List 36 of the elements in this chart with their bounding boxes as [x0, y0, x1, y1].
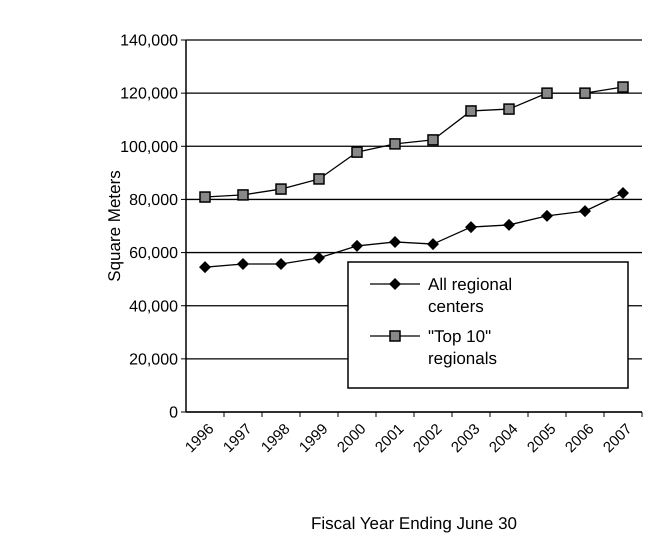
point: [199, 191, 211, 203]
y-tick-label: 40,000: [129, 298, 178, 316]
point: [617, 81, 629, 93]
point: [313, 252, 325, 264]
legend-label: "Top 10" regionals: [428, 326, 497, 368]
point: [389, 236, 401, 248]
y-tick-label: 60,000: [129, 245, 178, 262]
point: [579, 87, 591, 99]
y-tick-label: 20,000: [129, 351, 178, 368]
point: [389, 138, 401, 150]
point: [465, 105, 477, 117]
point: [541, 87, 553, 99]
point: [237, 258, 249, 270]
point: [237, 189, 249, 201]
point: [465, 221, 477, 234]
x-axis-title: Fiscal Year Ending June 30: [310, 514, 518, 533]
legend-label: All regional centers: [428, 274, 512, 316]
point: [579, 205, 591, 218]
point: [351, 240, 363, 252]
point: [199, 261, 211, 274]
point: [617, 187, 629, 200]
y-tick-label: 80,000: [129, 192, 178, 210]
point: [503, 218, 515, 231]
y-tick-label: 0: [169, 404, 178, 422]
point: [313, 173, 325, 185]
y-tick-label: 100,000: [120, 138, 178, 156]
point: [503, 103, 515, 115]
y-axis-title: Square Meters: [105, 170, 124, 282]
point: [427, 238, 439, 250]
point: [275, 258, 287, 270]
y-tick-label: 140,000: [120, 32, 178, 50]
point: [541, 210, 553, 222]
y-tick-label: 120,000: [120, 86, 178, 103]
point: [427, 134, 439, 146]
point: [275, 183, 287, 195]
point: [351, 146, 363, 158]
